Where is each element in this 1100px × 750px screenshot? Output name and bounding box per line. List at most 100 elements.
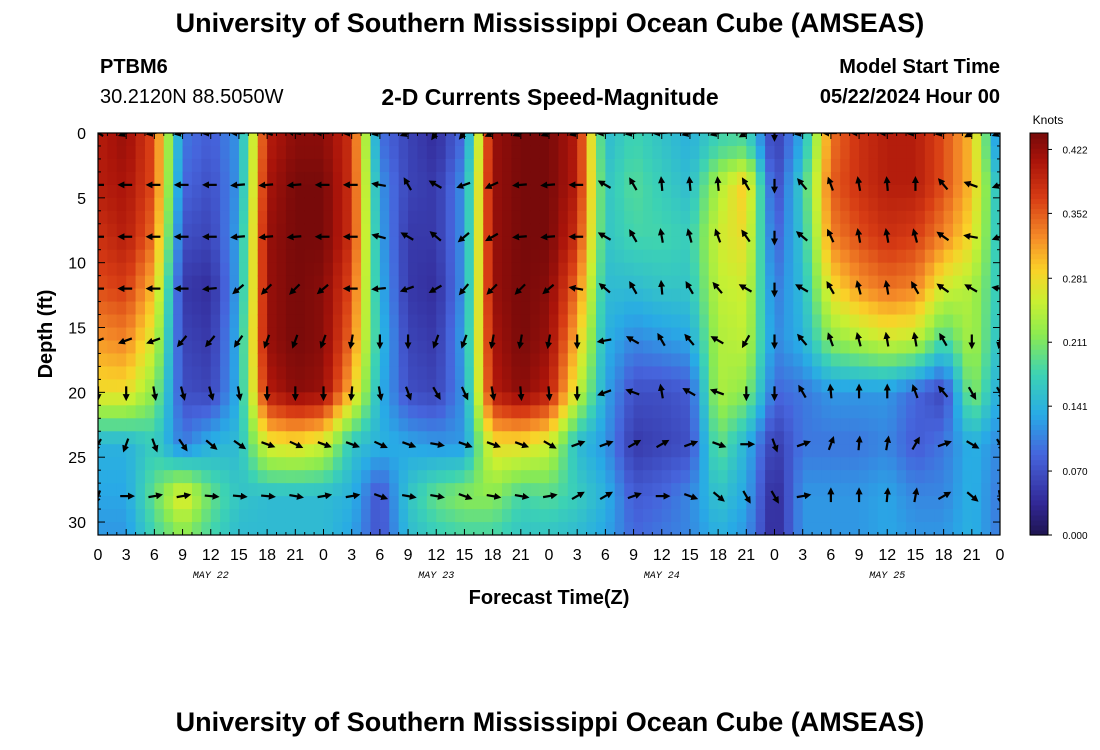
heatmap-cell [361, 392, 372, 406]
heatmap-cell [295, 210, 306, 225]
heatmap-cell [220, 184, 231, 199]
current-arrow [484, 181, 499, 189]
heatmap-cell [511, 366, 522, 380]
current-arrow [429, 231, 442, 242]
heatmap-cell [624, 133, 635, 147]
heatmap-cell [943, 405, 954, 419]
heatmap-cell [859, 431, 870, 445]
heatmap-cell [229, 522, 240, 535]
heatmap-cell [285, 327, 296, 342]
heatmap-cell [718, 496, 729, 510]
heatmap-cell [943, 158, 954, 173]
heatmap-cell [990, 392, 1000, 406]
heatmap-cell [379, 210, 390, 225]
heatmap-cell [163, 145, 174, 160]
heatmap-cell [802, 171, 813, 186]
heatmap-cell [586, 418, 597, 432]
heatmap-cell [877, 522, 888, 535]
heatmap-cell [107, 145, 118, 160]
colorbar-segment [1030, 173, 1048, 179]
heatmap-cell [295, 262, 306, 277]
heatmap-cell [558, 275, 569, 290]
heatmap-cell [605, 496, 616, 510]
heatmap-cell [699, 418, 710, 432]
heatmap-cell [314, 158, 325, 173]
heatmap-cell [201, 509, 212, 523]
heatmap-cell [605, 158, 616, 173]
heatmap-cell [671, 483, 682, 497]
heatmap-cell [398, 210, 409, 225]
heatmap-cell [248, 223, 259, 238]
heatmap-cell [567, 133, 578, 147]
heatmap-cell [342, 262, 353, 277]
heatmap-cell [605, 210, 616, 225]
heatmap-cell [736, 353, 747, 368]
heatmap-cell [220, 418, 231, 432]
heatmap-cell [408, 470, 419, 484]
current-arrow [98, 490, 102, 505]
heatmap-cell [718, 223, 729, 238]
heatmap-cell [492, 133, 503, 147]
heatmap-cell [915, 418, 926, 432]
heatmap-cell [577, 457, 588, 471]
heatmap-cell [98, 418, 108, 432]
heatmap-cell [595, 262, 606, 277]
heatmap-cell [765, 431, 776, 445]
heatmap-cell [238, 509, 249, 523]
heatmap-cell [727, 184, 738, 199]
heatmap-cell [821, 158, 832, 173]
heatmap-cell [135, 171, 146, 186]
current-arrow [683, 493, 699, 501]
current-arrow [966, 491, 979, 502]
heatmap-cell [962, 418, 973, 432]
heatmap-cell [624, 444, 635, 458]
heatmap-cell [464, 327, 475, 342]
heatmap-cell [755, 301, 766, 316]
current-arrow [937, 491, 952, 501]
heatmap-cell [736, 184, 747, 199]
heatmap-cell [765, 496, 776, 510]
current-arrow [883, 487, 891, 503]
current-arrow [545, 386, 553, 402]
heatmap-cell [567, 431, 578, 445]
heatmap-cell [859, 301, 870, 316]
heatmap-cell [445, 340, 456, 355]
heatmap-cell [586, 236, 597, 251]
heatmap-cell [793, 418, 804, 432]
heatmap-cell [671, 133, 682, 147]
x-tick-label: 9 [178, 547, 187, 564]
heatmap-cell [530, 483, 541, 497]
heatmap-cell [896, 145, 907, 160]
heatmap-cell [859, 353, 870, 368]
heatmap-cell [765, 236, 776, 251]
current-arrow [996, 334, 1000, 350]
heatmap-cell [755, 366, 766, 380]
heatmap-cell [689, 418, 700, 432]
heatmap-cell [473, 457, 484, 471]
heatmap-cell [163, 210, 174, 225]
heatmap-cell [614, 288, 625, 303]
heatmap-cell [934, 340, 945, 355]
heatmap-cell [238, 236, 249, 251]
heatmap-cell [877, 418, 888, 432]
heatmap-cell [971, 340, 982, 355]
heatmap-cell [549, 288, 559, 303]
heatmap-cell [107, 379, 118, 393]
heatmap-cell [455, 145, 466, 160]
heatmap-cell [408, 327, 419, 342]
heatmap-cell [924, 275, 935, 290]
heatmap-cell [464, 457, 475, 471]
heatmap-cell [201, 405, 212, 419]
heatmap-cell [567, 223, 578, 238]
colorbar-segment [1030, 344, 1048, 350]
heatmap-cell [567, 262, 578, 277]
heatmap-cell [821, 405, 832, 419]
current-arrow [681, 133, 695, 137]
colorbar-segment [1030, 208, 1048, 214]
heatmap-cell [116, 379, 127, 393]
heatmap-cell [849, 444, 860, 458]
heatmap-cell [182, 171, 193, 186]
current-arrow [991, 133, 1000, 137]
heatmap-cell [276, 340, 287, 355]
heatmap-cell [408, 288, 419, 303]
